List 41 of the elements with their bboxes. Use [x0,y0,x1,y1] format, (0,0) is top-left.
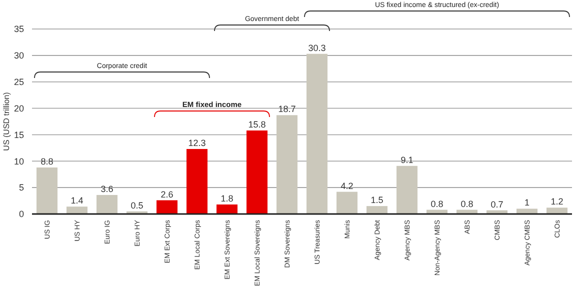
y-tick-label: 15 [14,130,24,140]
data-label: 1 [524,198,530,208]
data-label: 9.1 [400,154,414,165]
data-label: 15.8 [248,119,266,130]
bar [546,208,568,214]
data-label: 2.6 [160,189,174,200]
bar [276,115,298,214]
bar [66,206,88,214]
data-label: 0.8 [460,198,474,209]
bar [396,166,418,214]
y-tick-label: 30 [14,50,24,61]
data-label: 1.8 [220,193,234,204]
y-tick-label: 0 [18,209,24,220]
data-label: 1.4 [70,196,84,206]
data-label: 18.7 [278,104,296,114]
data-label: 12.3 [188,138,206,148]
y-tick-label: 20 [14,103,24,114]
bar [306,54,328,214]
data-label: 0.5 [130,200,144,210]
data-label: 1.5 [370,195,384,206]
bar [96,194,118,214]
data-label: 0.8 [430,198,444,209]
bar [516,208,538,214]
bar [36,167,58,214]
bar [156,200,178,214]
data-label: 30.3 [308,42,326,53]
bar [246,130,268,214]
y-axis-title: US (USD trillion) [2,92,11,151]
data-label: 0.7 [490,199,504,210]
data-label: 3.6 [100,184,114,194]
y-tick-label: 25 [14,77,24,88]
bar [186,148,208,214]
y-tick-label: 10 [14,156,24,166]
bar [366,206,388,214]
bar [216,204,238,214]
data-label: 8.8 [40,156,54,166]
y-tick-label: 5 [18,182,24,193]
bar [336,192,358,214]
y-tick-label: 35 [14,24,24,34]
data-label: 4.2 [340,180,354,191]
data-label: 1.2 [550,196,564,207]
